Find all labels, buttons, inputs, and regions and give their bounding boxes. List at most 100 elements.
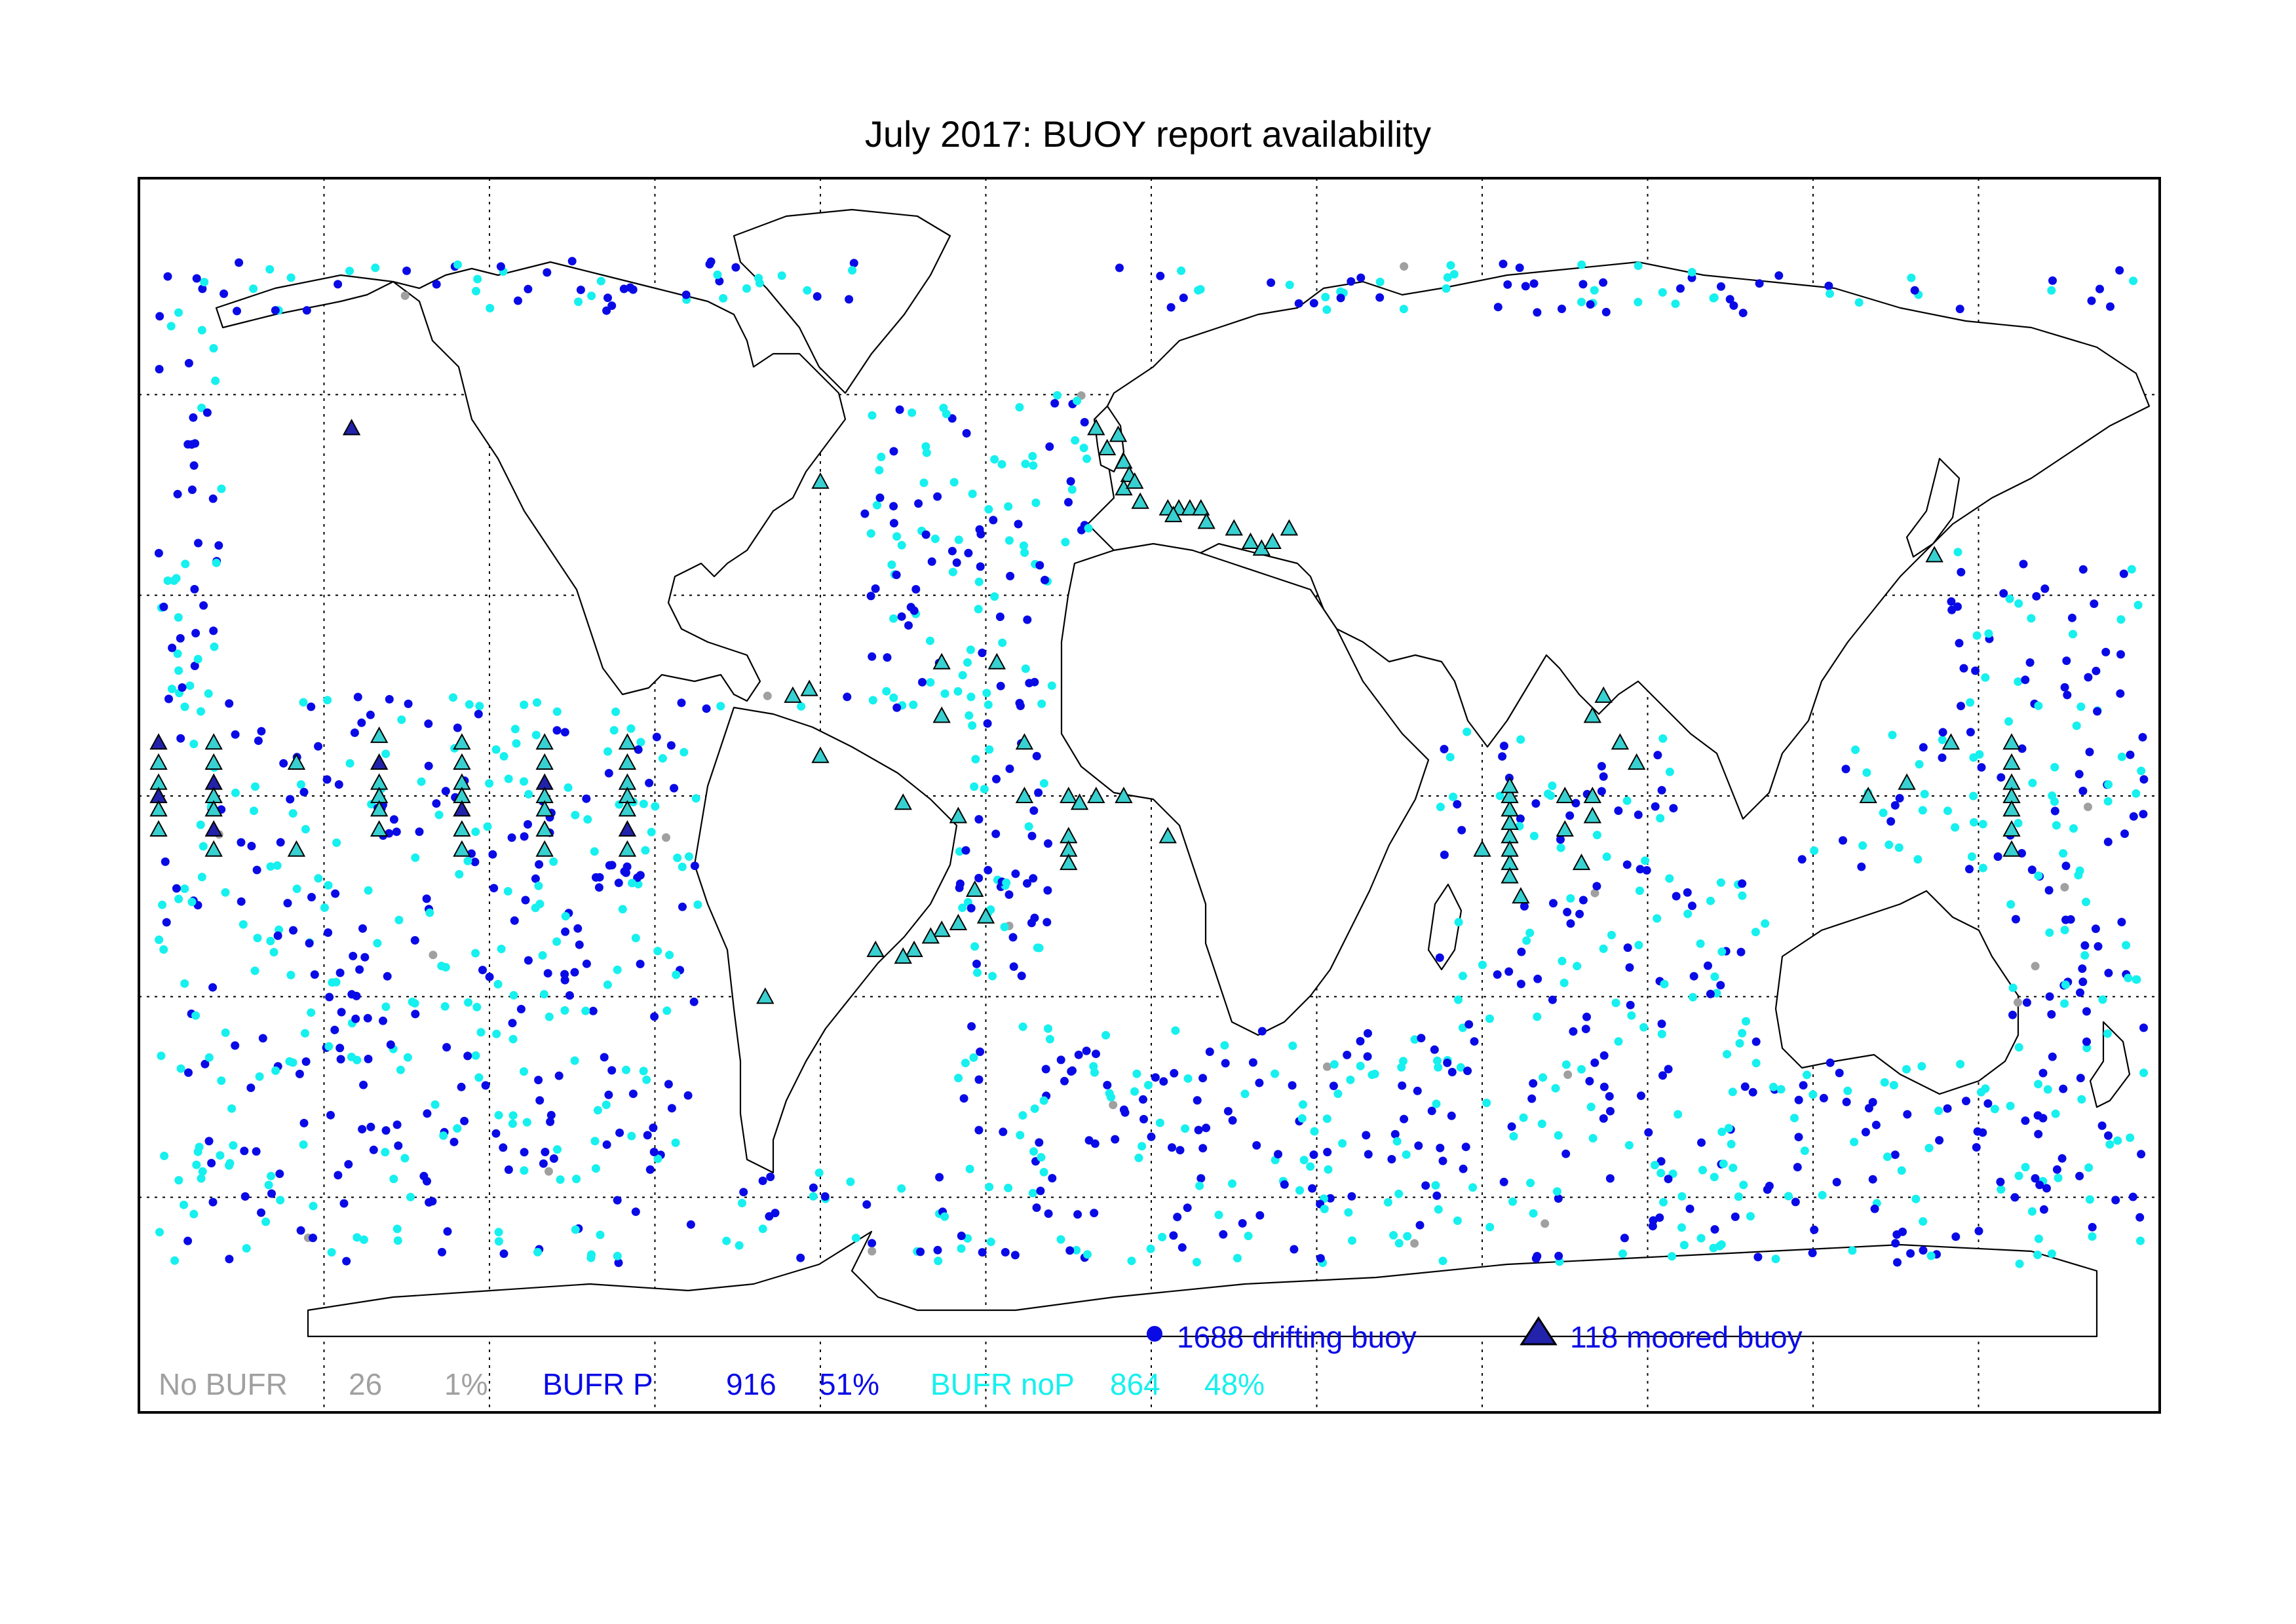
drifting-buoy-marker [1657,1019,1666,1029]
drifting-buoy-marker [868,1247,877,1256]
drifting-buoy-marker [381,749,391,759]
drifting-buoy-marker [2090,599,2099,609]
drifting-buoy-marker [1554,1131,1563,1140]
drifting-buoy-marker [2050,763,2059,772]
drifting-buoy-marker [947,546,957,556]
drifting-buoy-marker [2076,702,2086,711]
drifting-buoy-marker [267,1189,276,1198]
drifting-buoy-marker [549,857,558,866]
drifting-buoy-marker [386,1040,395,1049]
drifting-buoy-marker [1031,499,1041,507]
moored-buoy-marker [149,733,168,750]
drifting-buoy-marker [1784,1192,1793,1201]
drifting-buoy-marker [1913,855,1923,864]
drifting-buoy-marker [974,1125,984,1135]
drifting-buoy-marker [1969,791,1978,801]
drifting-buoy-marker [1803,1070,1811,1080]
drifting-buoy-marker [1549,899,1558,908]
moored-buoy-marker [932,706,951,723]
drifting-buoy-marker [628,1089,638,1099]
drifting-buoy-marker [1672,892,1681,901]
drifting-buoy-marker [2075,770,2084,779]
moored-buoy-marker [2002,733,2021,750]
moored-buoy-marker [149,820,168,837]
drifting-buoy-marker [1529,1209,1538,1218]
drifting-buoy-marker [1463,1067,1472,1076]
drifting-buoy-marker [299,1118,309,1127]
drifting-buoy-marker [1644,1128,1653,1137]
drifting-buoy-marker [1704,961,1712,970]
drifting-buoy-marker [1706,896,1715,905]
drifting-buoy-marker [947,414,957,423]
moored-buoy-marker [1942,733,1961,750]
drifting-buoy-marker [1738,879,1747,888]
drifting-buoy-marker [1035,561,1044,570]
drifting-buoy-marker [508,1119,517,1128]
drifting-buoy-marker [2069,630,2077,639]
drifting-buoy-marker [2027,614,2036,623]
drifting-buoy-marker [1947,605,1957,614]
drifting-buoy-marker [1092,1049,1100,1059]
drifting-buoy-marker [2105,1140,2114,1149]
moored-buoy-marker [1263,532,1282,549]
drifting-buoy-marker [2120,829,2129,839]
drifting-buoy-marker [1969,818,1978,827]
drifting-buoy-marker [670,784,679,793]
drifting-buoy-marker [967,1022,976,1031]
drifting-buoy-marker [1554,1194,1563,1203]
drifting-buoy-marker [394,915,404,924]
drifting-buoy-marker [2078,964,2087,973]
drifting-buoy-marker [1716,981,1725,990]
drifting-buoy-marker [497,945,506,953]
drifting-buoy-marker [1438,1256,1447,1266]
drifting-buoy-marker [1540,1219,1550,1228]
drifting-buoy-marker [636,960,645,968]
drifting-buoy-marker [253,934,262,943]
drifting-buoy-marker [332,977,341,987]
drifting-buoy-marker [1656,1169,1666,1178]
drifting-buoy-marker [966,645,975,654]
drifting-buoy-marker [969,1053,978,1062]
drifting-buoy-marker [2116,650,2125,659]
drifting-buoy-marker [255,1072,264,1081]
moored-buoy-marker [1898,773,1916,790]
drifting-buoy-marker [1657,785,1666,795]
drifting-buoy-marker [531,874,540,883]
drifting-buoy-marker [1657,1029,1666,1038]
drifting-buoy-marker [1533,974,1542,983]
drifting-buoy-marker [552,937,562,946]
drifting-buoy-marker [1719,1160,1728,1168]
drifting-buoy-marker [1599,772,1608,781]
drifting-buoy-marker [607,301,617,311]
drifting-buoy-marker [1835,1068,1844,1078]
drifting-buoy-marker [432,280,441,289]
drifting-buoy-marker [1198,1144,1208,1153]
drifting-buoy-marker [1981,1084,1990,1093]
drifting-buoy-marker [493,979,503,989]
drifting-buoy-marker [2047,1010,2056,1019]
drifting-buoy-marker [1558,305,1566,313]
drifting-buoy-marker [926,678,935,687]
drifting-buoy-marker [2043,1085,2052,1094]
drifting-buoy-marker [587,292,596,301]
drifting-buoy-marker [948,567,957,576]
drifting-buoy-marker [2113,1136,2122,1145]
drifting-buoy-marker [965,1164,974,1173]
drifting-buoy-marker [1668,1252,1676,1261]
drifting-buoy-marker [476,1028,486,1037]
drifting-buoy-marker [1294,299,1303,308]
moored-buoy-marker [1280,519,1299,536]
moored-buoy-marker [149,800,168,817]
drifting-buoy-marker [1575,909,1584,918]
drifting-buoy-marker [1841,765,1850,774]
drifting-buoy-marker [1651,1161,1659,1169]
drifting-buoy-marker [1639,1023,1649,1032]
drifting-buoy-marker [602,1140,611,1149]
drifting-buoy-marker [267,1171,275,1180]
drifting-buoy-marker [1959,664,1968,673]
drifting-buoy-marker [1898,1227,1907,1236]
drifting-buoy-marker [225,1255,234,1264]
drifting-buoy-marker [1421,1181,1430,1190]
drifting-buoy-marker [2116,615,2126,624]
moored-buoy-marker [287,840,306,857]
